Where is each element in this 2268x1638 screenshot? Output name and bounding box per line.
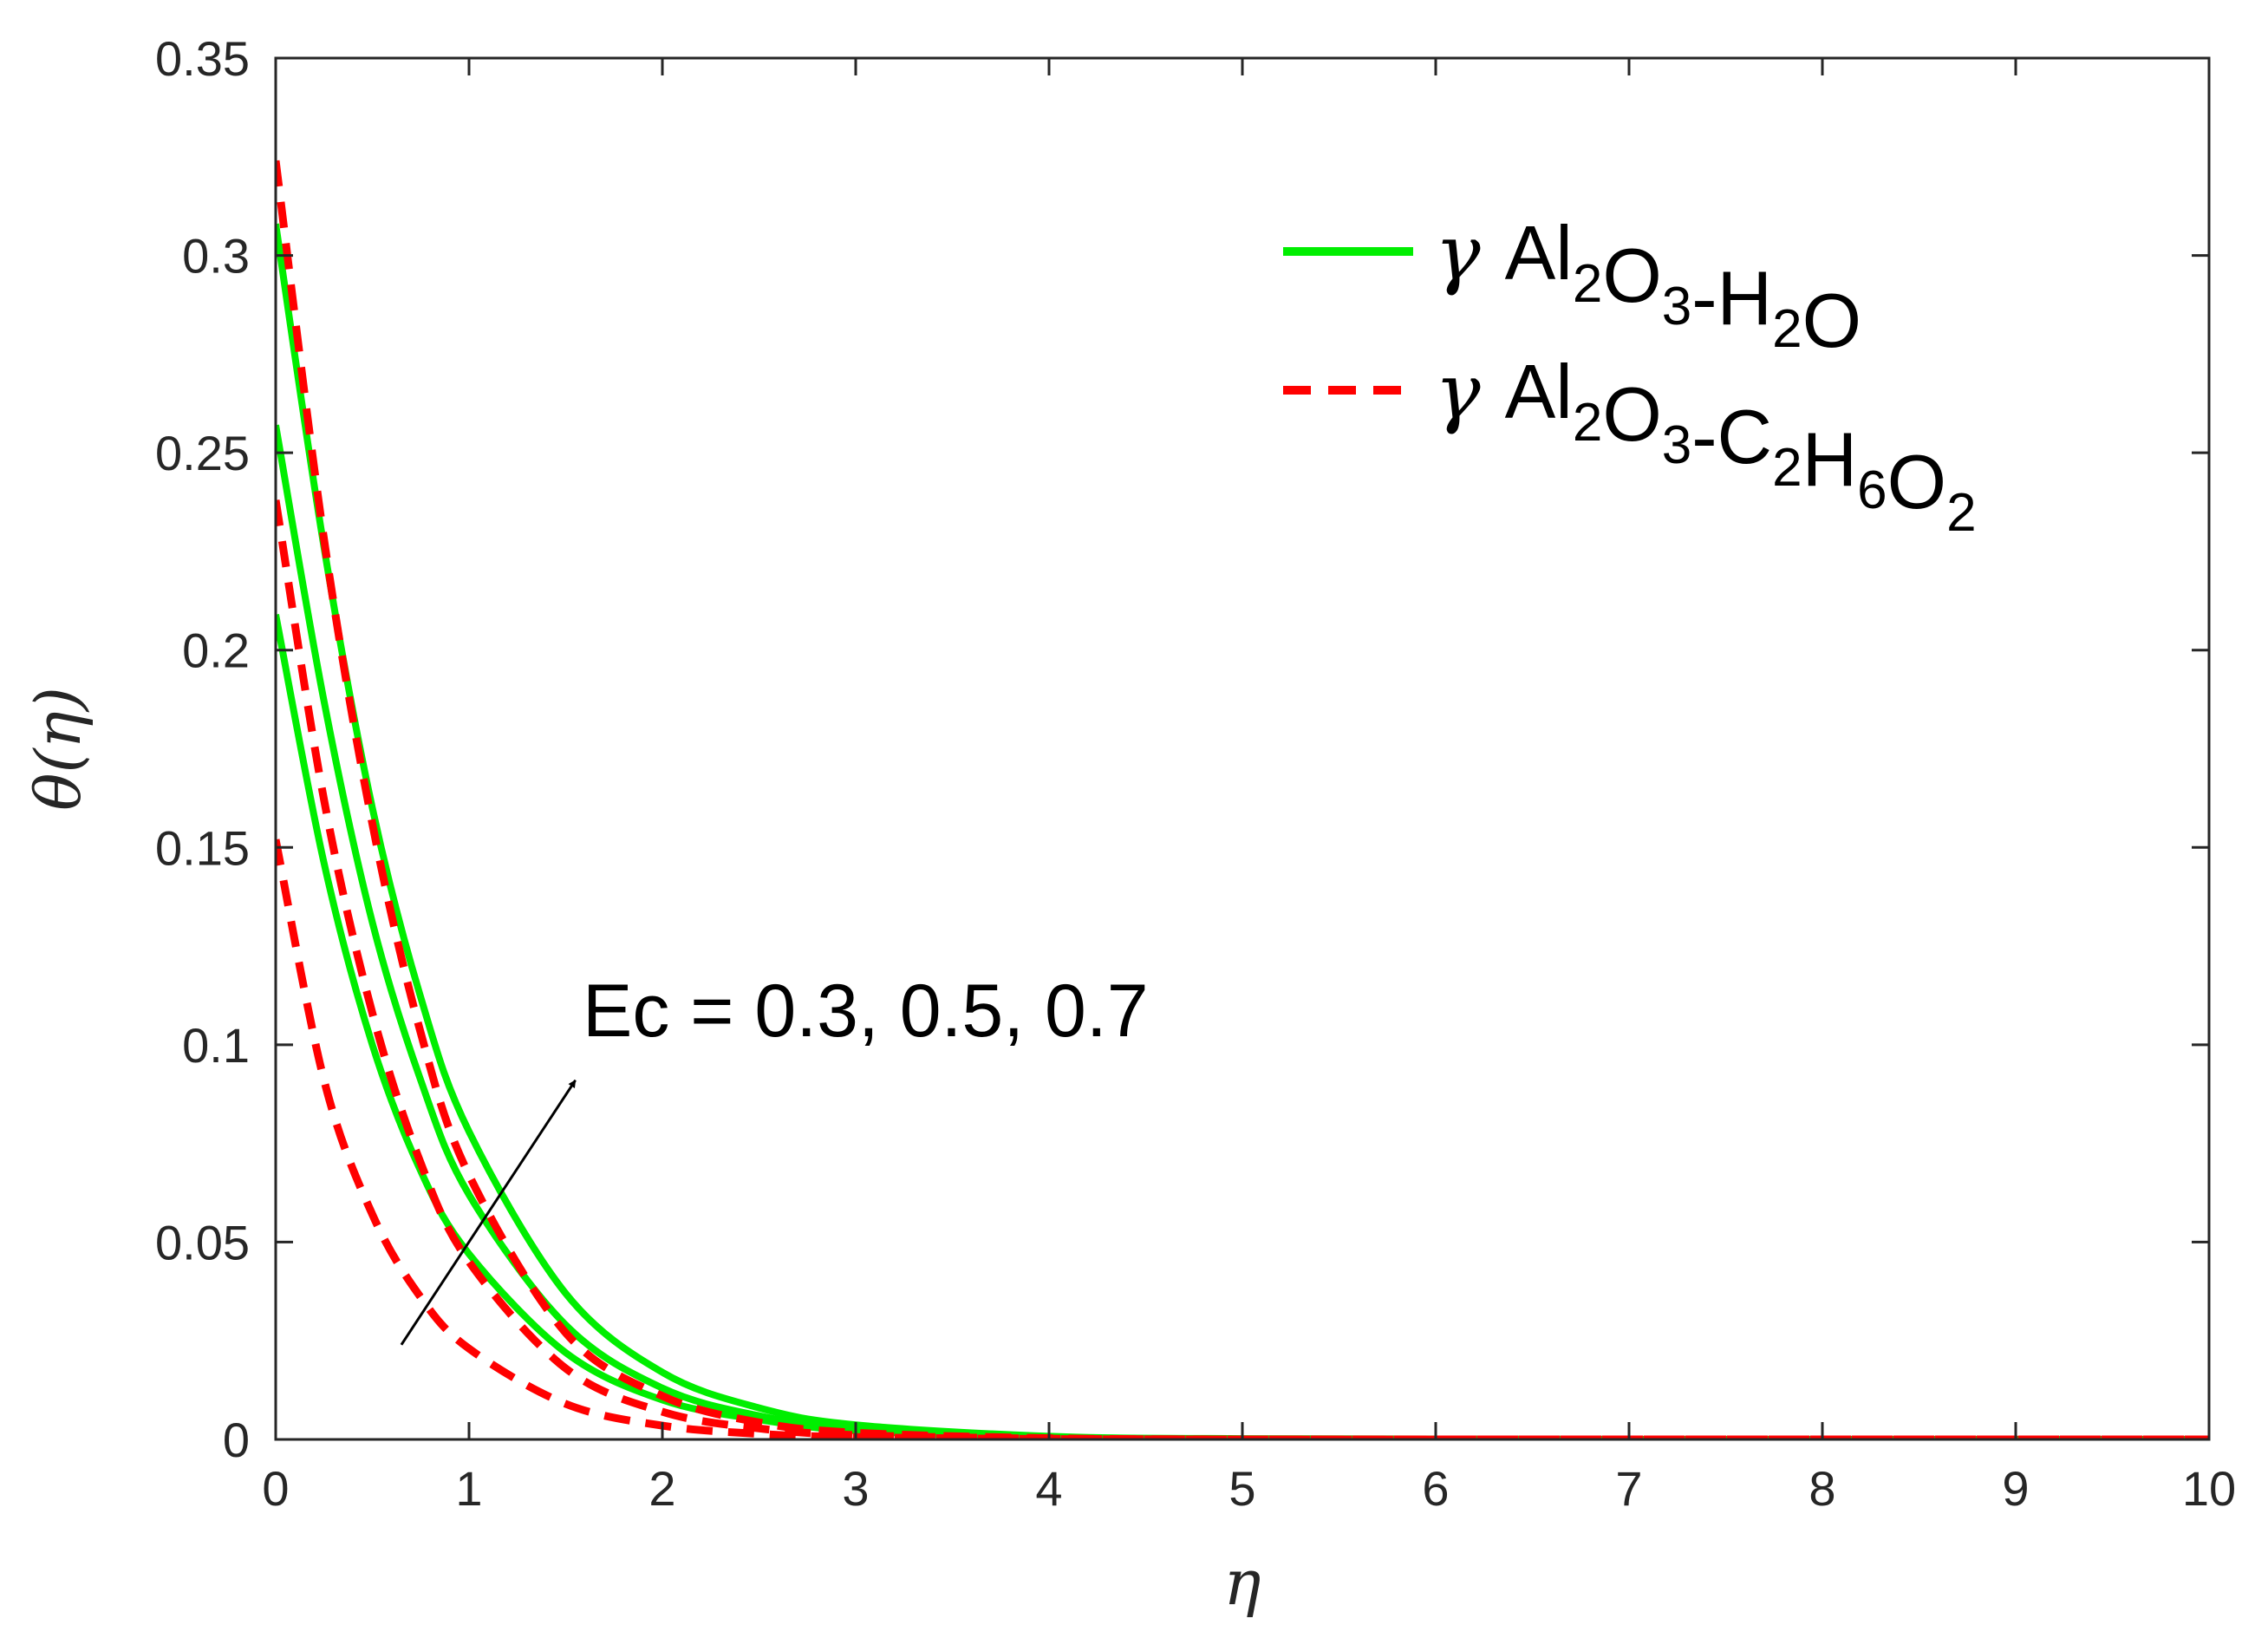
series-line-dashed-ec-0.5 <box>276 499 2209 1439</box>
y-tick-label: 0.3 <box>182 229 250 284</box>
x-tick-label: 8 <box>1809 1461 1835 1516</box>
annotation: Ec = 0.3, 0.5, 0.7 <box>400 969 1149 1346</box>
y-axis-label: θ(η) <box>22 687 94 811</box>
legend-entry-1: γ Al2O3-H2O <box>1435 208 1861 363</box>
y-tick-label: 0.35 <box>155 31 250 86</box>
x-tick-label: 5 <box>1228 1461 1255 1516</box>
x-axis-label: η <box>1223 1546 1261 1619</box>
annotation-label: Ec = 0.3, 0.5, 0.7 <box>583 969 1149 1053</box>
x-tick-label: 7 <box>1615 1461 1642 1516</box>
x-tick-label: 6 <box>1422 1461 1449 1516</box>
series-line-dashed-ec-0.7 <box>276 160 2209 1439</box>
y-tick-label: 0.1 <box>182 1018 250 1073</box>
series-line-dashed-ec-0.3 <box>276 839 2209 1439</box>
x-tick-label: 9 <box>2002 1461 2029 1516</box>
x-tick-label: 0 <box>262 1461 289 1516</box>
axes-layer: 0 1 2 3 4 5 6 7 8 9 10 0 0.05 0.1 0.15 0.2 0.25 0.3 0.35 η θ… <box>22 31 2236 1619</box>
x-tick-label: 1 <box>455 1461 482 1516</box>
y-tick-label: 0.15 <box>155 820 250 875</box>
annotation-arrow <box>400 1079 577 1346</box>
y-tick-label: 0.25 <box>155 426 250 480</box>
y-tick-label: 0.2 <box>182 623 250 678</box>
x-tick-label: 4 <box>1035 1461 1062 1516</box>
x-tick-label: 2 <box>648 1461 675 1516</box>
x-tick-label: 10 <box>2182 1461 2236 1516</box>
y-tick-label: 0 <box>223 1413 250 1467</box>
x-tick-label: 3 <box>842 1461 869 1516</box>
y-tick-label: 0.05 <box>155 1215 250 1269</box>
legend-entry-2: γ Al2O3-C2H6O2 <box>1435 347 1977 543</box>
